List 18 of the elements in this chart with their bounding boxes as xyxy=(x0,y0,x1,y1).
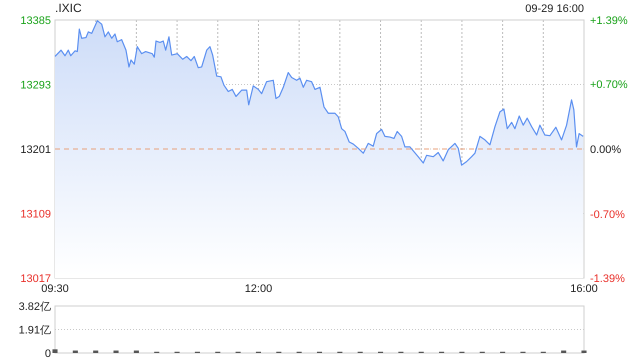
y-tick-label: 13017 xyxy=(20,273,51,285)
text: 09-29 16:00 xyxy=(525,3,584,15)
x-tick-label: 16:00 xyxy=(570,283,598,295)
y-tick-label: 13109 xyxy=(20,208,51,220)
y-tick-label: 0 xyxy=(44,348,51,360)
y2-tick-label: -0.70% xyxy=(590,208,626,221)
x-tick-label: 09:30 xyxy=(41,283,69,295)
y-tick-label: 13293 xyxy=(20,80,51,92)
chart-title: .IXIC xyxy=(55,1,82,15)
y2-tick-label: +0.70% xyxy=(590,79,628,92)
y2-tick-label: 0.00% xyxy=(590,144,622,156)
y-tick-label: 3.82亿 xyxy=(18,301,51,313)
y-tick-label: 13201 xyxy=(20,144,51,156)
y2-tick-label: -1.39% xyxy=(590,273,626,285)
y-tick-label: 1.91亿 xyxy=(18,324,51,336)
y2-tick-label: +1.39% xyxy=(590,15,628,27)
x-tick-label: 12:00 xyxy=(244,283,272,295)
y-tick-label: 13385 xyxy=(20,15,51,27)
